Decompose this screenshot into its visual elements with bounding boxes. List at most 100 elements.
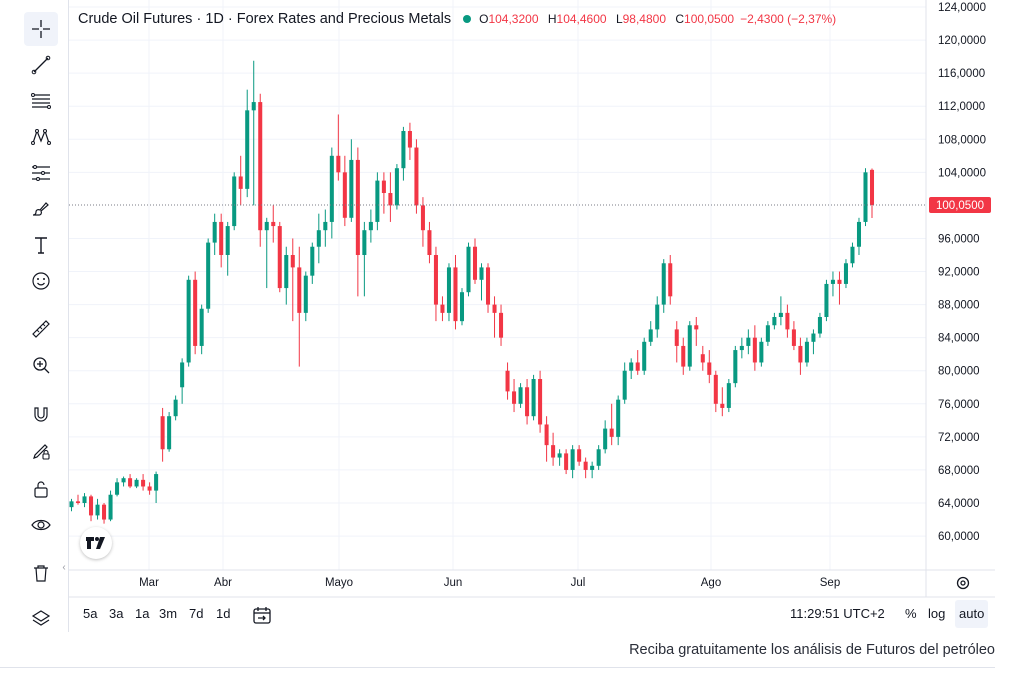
candle-body — [414, 147, 419, 206]
candle-body — [316, 230, 321, 247]
candle-body — [655, 304, 660, 330]
layers-tool[interactable] — [24, 602, 58, 636]
drawing-toolbar — [0, 0, 68, 632]
candle-body — [785, 312, 790, 330]
candle-body — [121, 478, 126, 483]
brush-tool[interactable] — [24, 192, 58, 226]
candle-body — [277, 226, 282, 289]
candle-body — [811, 333, 816, 342]
candle-body — [492, 304, 497, 313]
trash-tool[interactable] — [24, 556, 58, 590]
price-chart[interactable]: 60,0000 64,0000 68,0000 72,0000 76,0000 80,00… — [0, 0, 1024, 632]
lock-drawing-tool[interactable] — [24, 434, 58, 468]
candle-body — [323, 221, 328, 231]
open-label: O — [479, 12, 489, 26]
candle-body — [310, 246, 315, 276]
candle-body — [388, 193, 393, 206]
crosshair-icon — [32, 20, 50, 38]
candle-body — [440, 304, 445, 313]
trend-line-icon — [31, 55, 51, 75]
candle-body — [284, 255, 289, 289]
candle-body — [661, 263, 666, 305]
range-5a-button[interactable]: 5a — [83, 606, 98, 621]
unlock-tool[interactable] — [24, 472, 58, 506]
footer-analysis-link[interactable]: Reciba gratuitamente los análisis de Fut… — [629, 642, 995, 658]
range-3a-button[interactable]: 3a — [109, 606, 124, 621]
candle-body — [251, 102, 256, 111]
symbol-title[interactable]: Crude Oil Futures · 1D · Forex Rates and… — [78, 11, 452, 27]
last-price-badge — [929, 196, 991, 213]
candle-body — [232, 176, 237, 227]
candle-body — [472, 246, 478, 280]
calendar-goto-icon[interactable] — [251, 604, 273, 626]
candle-body — [570, 449, 575, 470]
ruler-tool[interactable] — [24, 312, 58, 346]
candle-body — [355, 159, 360, 256]
zoom-in-icon — [33, 357, 50, 374]
emoji-tool[interactable] — [24, 264, 58, 298]
candle-body — [739, 345, 744, 351]
magnet-tool[interactable] — [24, 398, 58, 432]
tradingview-logo[interactable] — [80, 527, 112, 559]
fib-retracement-tool[interactable] — [24, 84, 58, 118]
percent-scale-toggle[interactable]: % — [905, 606, 917, 621]
candle-body — [499, 312, 504, 338]
gear-icon[interactable] — [955, 575, 971, 591]
candle-body — [134, 479, 139, 487]
candle-body — [512, 391, 517, 404]
candle-body — [264, 221, 269, 231]
candle-body — [375, 180, 380, 222]
range-3m-button[interactable]: 3m — [159, 606, 178, 621]
y-tick-label: 108,0000 — [938, 134, 986, 146]
log-scale-toggle[interactable]: log — [928, 606, 946, 621]
x-tick-label: Sep — [820, 577, 840, 589]
low-value: 98,4800 — [622, 12, 667, 26]
candle-body — [199, 308, 204, 346]
candle-body — [531, 379, 536, 417]
y-tick-label: 104,0000 — [938, 167, 986, 179]
candle-body — [349, 159, 354, 218]
candle-body — [804, 341, 809, 363]
candle-body — [629, 362, 634, 371]
range-1d-button[interactable]: 1d — [216, 606, 231, 621]
candle-body — [596, 449, 601, 466]
candle-body — [297, 267, 302, 313]
y-tick-label: 112,0000 — [938, 101, 985, 113]
timezone-clock[interactable]: 11:29:51 UTC+2 — [790, 606, 885, 621]
candle-body — [128, 478, 133, 487]
range-1a-button[interactable]: 1a — [135, 606, 150, 621]
last-price-label: 100,0500 — [936, 200, 984, 212]
range-7d-button[interactable]: 7d — [189, 606, 204, 621]
y-tick-label: 84,0000 — [938, 333, 980, 345]
eye-icon — [31, 519, 51, 531]
candle-body — [869, 169, 875, 205]
change-value: −2,4300 (−2,37%) — [740, 12, 837, 26]
text-tool[interactable] — [24, 228, 58, 262]
candle-body — [69, 501, 74, 508]
magnet-icon — [34, 407, 48, 422]
candle-body — [765, 325, 770, 342]
candle-body — [160, 416, 165, 450]
collapse-toolbar-icon[interactable]: ‹ — [62, 561, 66, 573]
prediction-tool[interactable] — [24, 156, 58, 190]
trend-line-tool[interactable] — [24, 48, 58, 82]
candle-body — [850, 246, 855, 264]
candle-body — [381, 180, 386, 194]
candle-body — [479, 267, 484, 280]
candle-body — [245, 110, 250, 189]
y-tick-label: 116,0000 — [938, 68, 985, 80]
candle-body — [824, 283, 829, 318]
zoom-in-tool[interactable] — [24, 348, 58, 382]
candle-body — [141, 479, 146, 487]
candle-body — [856, 221, 862, 247]
candle-body — [362, 230, 367, 256]
candle-body — [459, 292, 465, 322]
low-label: L — [615, 12, 623, 26]
candle-body — [700, 354, 705, 363]
eye-tool[interactable] — [24, 508, 58, 542]
candle-body — [616, 399, 621, 437]
auto-scale-toggle[interactable]: auto — [955, 600, 989, 628]
x-tick-label: Mayo — [325, 577, 353, 589]
crosshair-tool[interactable] — [24, 12, 58, 46]
pattern-tool[interactable] — [24, 120, 58, 154]
